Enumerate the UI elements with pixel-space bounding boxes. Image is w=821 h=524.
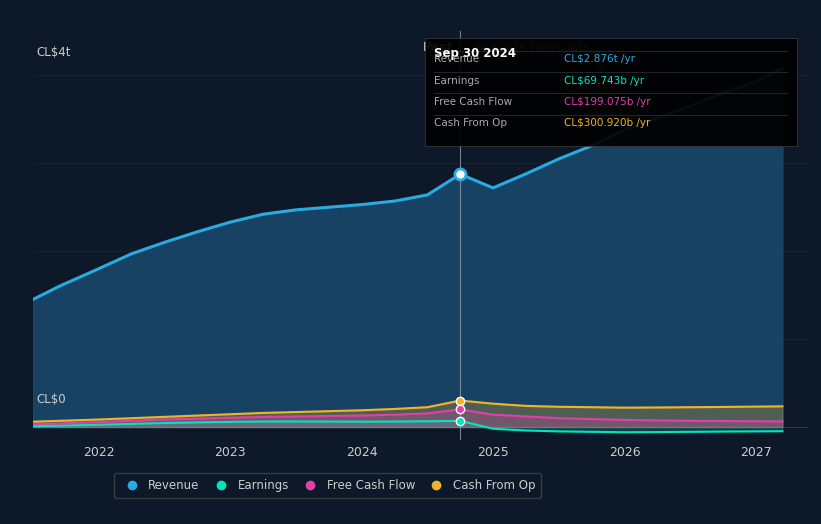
Text: Analysts Forecasts: Analysts Forecasts	[474, 41, 589, 54]
Text: Sep 30 2024: Sep 30 2024	[434, 47, 516, 60]
FancyBboxPatch shape	[424, 38, 797, 146]
Text: Revenue: Revenue	[434, 54, 479, 64]
Text: CL$199.075b /yr: CL$199.075b /yr	[564, 97, 651, 107]
Text: CL$2.876t /yr: CL$2.876t /yr	[564, 54, 635, 64]
Text: Earnings: Earnings	[434, 75, 479, 86]
Text: CL$4t: CL$4t	[37, 46, 71, 59]
Text: CL$0: CL$0	[37, 393, 67, 406]
Text: Cash From Op: Cash From Op	[434, 118, 507, 128]
Legend: Revenue, Earnings, Free Cash Flow, Cash From Op: Revenue, Earnings, Free Cash Flow, Cash …	[114, 473, 541, 498]
Text: Free Cash Flow: Free Cash Flow	[434, 97, 512, 107]
Text: CL$300.920b /yr: CL$300.920b /yr	[564, 118, 651, 128]
Text: Past: Past	[423, 41, 454, 54]
Text: CL$69.743b /yr: CL$69.743b /yr	[564, 75, 644, 86]
